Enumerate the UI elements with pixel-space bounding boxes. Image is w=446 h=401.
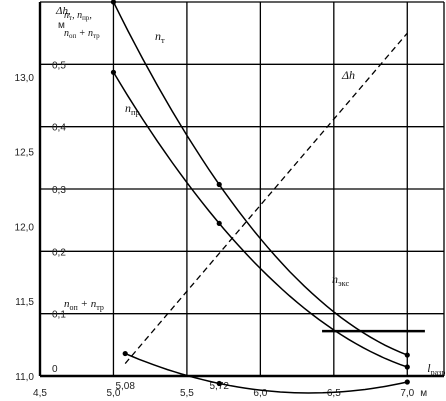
dh-tick-label: 0,4 (52, 123, 66, 134)
x-tick-label: 5,5 (180, 388, 194, 399)
series-group (110, 0, 425, 394)
label-npr: nпр (125, 101, 140, 117)
x-extra-tick-label: 5,72 (209, 381, 229, 392)
data-point (216, 220, 222, 227)
left-tick-label: 11,0 (15, 372, 34, 383)
axes (38, 1, 445, 378)
data-point (216, 380, 222, 387)
label-nexs: nэкс (332, 272, 349, 288)
grid-lines (39, 2, 444, 376)
label-nt: nт (155, 29, 165, 45)
series-curve-0 (112, 1, 408, 356)
x-extra-tick-label: 5,08 (115, 381, 135, 392)
data-point (404, 379, 410, 385)
series-curve-2 (124, 352, 408, 394)
dh-tick-label: 0,2 (52, 247, 66, 258)
series-labels: nт nпр nэкс Δh nоп + nтр nт, nпр, nоп + nтр (64, 10, 355, 312)
dh-axis-unit: м (58, 20, 65, 31)
x-tick-label: 7,0 (400, 388, 414, 399)
data-point (404, 364, 410, 370)
dh-tick-label: 0 (52, 364, 58, 375)
dh-axis-label: Δh, (55, 5, 71, 17)
left-tick-label: 11,5 (15, 297, 34, 308)
dh-tick-label: 0,1 (52, 310, 66, 321)
data-point (404, 352, 410, 358)
x-axis-label: lразр (427, 361, 445, 377)
data-point (122, 350, 128, 357)
left-tick-label: 13,0 (15, 73, 35, 84)
data-point (110, 69, 117, 75)
x-tick-label: 6,0 (253, 388, 267, 399)
label-dh: Δh (341, 68, 355, 82)
data-point (110, 0, 117, 5)
series-dh-line (124, 32, 408, 364)
left-top-label-line1: nт, nпр, (64, 10, 92, 22)
series-curve-1 (112, 71, 408, 368)
x-tick-label: 4,5 (33, 388, 47, 399)
dh-tick-label: 0,3 (52, 185, 66, 196)
data-point (216, 181, 222, 188)
x-tick-label: 6,5 (327, 388, 341, 399)
x-tick-label: 5,0 (107, 388, 121, 399)
tick-labels: 11,0 11,5 12,0 12,5 13,0 0 0,1 0,2 0,3 0,4 0,5 Δh, м… (15, 5, 446, 399)
label-nop-ntr: nоп + nтр (64, 298, 104, 312)
left-tick-label: 12,5 (15, 148, 35, 159)
left-top-label-line2: nоп + nтр (64, 28, 100, 40)
left-tick-label: 12,0 (15, 222, 35, 233)
dh-tick-label: 0,5 (52, 60, 66, 71)
x-unit-label: м (420, 388, 427, 399)
